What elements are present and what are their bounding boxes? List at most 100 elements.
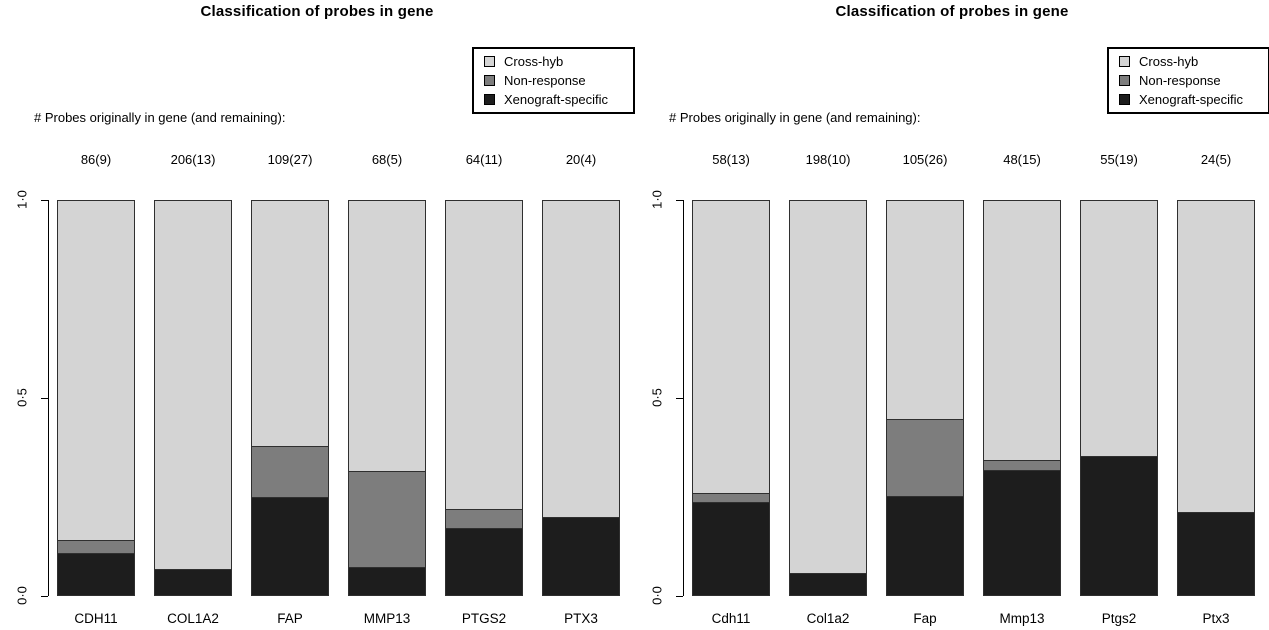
segment-xenograft-specific [886, 496, 964, 596]
category-label-mmp13: MMP13 [363, 611, 411, 626]
probes-count-annotation: # Probes originally in gene (and remaini… [669, 110, 921, 125]
legend-box: Cross-hyb Non-response Xenograft-specific [472, 47, 635, 114]
left-chart-panel: Classification of probes in gene Cross-h… [0, 0, 635, 630]
bar-col1a2 [789, 200, 867, 596]
bar-mmp13 [983, 200, 1061, 596]
segment-xenograft-specific [348, 568, 426, 596]
cross-hyb-swatch-icon [1119, 56, 1130, 67]
chart-title: Classification of probes in gene [200, 3, 434, 20]
probe-count: 198(10) [805, 152, 851, 167]
y-tick-label: 0·0 [649, 586, 665, 605]
non-response-swatch-icon [1119, 75, 1130, 86]
xenograft-specific-swatch-icon [1119, 94, 1130, 105]
bar-ptx3 [542, 200, 620, 596]
non-response-swatch-icon [484, 75, 495, 86]
segment-cross-hyb [445, 200, 523, 511]
category-label-mmp13: Mmp13 [999, 611, 1045, 626]
legend-item-non-response: Non-response [1119, 74, 1262, 87]
y-tick [41, 398, 48, 399]
legend-item-cross-hyb: Cross-hyb [1119, 55, 1262, 68]
category-label-cdh11: Cdh11 [711, 611, 751, 626]
segment-xenograft-specific [1080, 457, 1158, 596]
segment-non-response [692, 494, 770, 503]
segment-cross-hyb [251, 200, 329, 447]
segment-cross-hyb [1080, 200, 1158, 458]
legend-item-cross-hyb: Cross-hyb [484, 55, 627, 68]
category-label-fap: Fap [913, 611, 937, 626]
probe-count: 109(27) [267, 152, 313, 167]
segment-xenograft-specific [789, 574, 867, 596]
probe-count: 206(13) [170, 152, 216, 167]
segment-cross-hyb [983, 200, 1061, 461]
segment-xenograft-specific [154, 570, 232, 596]
segment-non-response [445, 510, 523, 530]
segment-cross-hyb [154, 200, 232, 571]
bar-ptgs2 [1080, 200, 1158, 596]
category-label-cdh11: CDH11 [74, 611, 118, 626]
segment-xenograft-specific [251, 498, 329, 596]
y-tick [41, 596, 48, 597]
bar-mmp13 [348, 200, 426, 596]
bar-ptx3 [1177, 200, 1255, 596]
category-label-col1a2: COL1A2 [167, 611, 219, 626]
segment-xenograft-specific [1177, 512, 1255, 596]
segment-cross-hyb [692, 200, 770, 495]
segment-xenograft-specific [692, 502, 770, 596]
probe-count: 24(5) [1200, 152, 1232, 167]
legend-label: Xenograft-specific [1139, 92, 1244, 107]
segment-cross-hyb [789, 200, 867, 575]
probes-count-annotation: # Probes originally in gene (and remaini… [34, 110, 286, 125]
bar-cdh11 [692, 200, 770, 596]
y-axis-line [683, 200, 684, 596]
segment-cross-hyb [1177, 200, 1255, 513]
bar-fap [886, 200, 964, 596]
segment-non-response [983, 460, 1061, 472]
chart-title: Classification of probes in gene [835, 3, 1069, 20]
probe-count: 64(11) [465, 152, 503, 167]
category-label-ptgs2: PTGS2 [461, 611, 507, 626]
legend-item-non-response: Non-response [484, 74, 627, 87]
legend-label: Cross-hyb [504, 54, 564, 69]
legend-label: Cross-hyb [1139, 54, 1199, 69]
probe-count: 58(13) [712, 152, 750, 167]
segment-non-response [348, 472, 426, 569]
y-tick-label: 1·0 [649, 190, 665, 209]
y-tick [41, 200, 48, 201]
category-label-ptx3: PTX3 [564, 611, 598, 626]
legend-item-xenograft-specific: Xenograft-specific [484, 93, 627, 106]
segment-xenograft-specific [57, 554, 135, 596]
probe-count: 68(5) [371, 152, 403, 167]
segment-xenograft-specific [445, 529, 523, 596]
segment-non-response [251, 446, 329, 499]
category-label-col1a2: Col1a2 [806, 611, 850, 626]
y-tick [676, 200, 683, 201]
legend-label: Non-response [1139, 73, 1221, 88]
y-tick-label: 1·0 [14, 190, 30, 209]
segment-cross-hyb [886, 200, 964, 421]
bar-cdh11 [57, 200, 135, 596]
segment-xenograft-specific [542, 518, 620, 596]
probe-count: 105(26) [902, 152, 948, 167]
segment-cross-hyb [348, 200, 426, 473]
legend-item-xenograft-specific: Xenograft-specific [1119, 93, 1262, 106]
probe-count: 48(15) [1003, 152, 1041, 167]
category-label-ptgs2: Ptgs2 [1101, 611, 1137, 626]
bar-ptgs2 [445, 200, 523, 596]
y-tick [676, 596, 683, 597]
category-label-ptx3: Ptx3 [1202, 611, 1230, 626]
segment-cross-hyb [57, 200, 135, 542]
segment-xenograft-specific [983, 471, 1061, 596]
y-tick-label: 0·0 [14, 586, 30, 605]
xenograft-specific-swatch-icon [484, 94, 495, 105]
segment-cross-hyb [542, 200, 620, 519]
y-tick-label: 0·5 [649, 388, 665, 407]
segment-non-response [886, 420, 964, 497]
legend-box: Cross-hyb Non-response Xenograft-specific [1107, 47, 1269, 114]
right-chart-panel: Classification of probes in gene Cross-h… [635, 0, 1269, 630]
legend-label: Xenograft-specific [504, 92, 609, 107]
bar-fap [251, 200, 329, 596]
probe-count: 86(9) [80, 152, 112, 167]
y-tick [676, 398, 683, 399]
legend-label: Non-response [504, 73, 586, 88]
